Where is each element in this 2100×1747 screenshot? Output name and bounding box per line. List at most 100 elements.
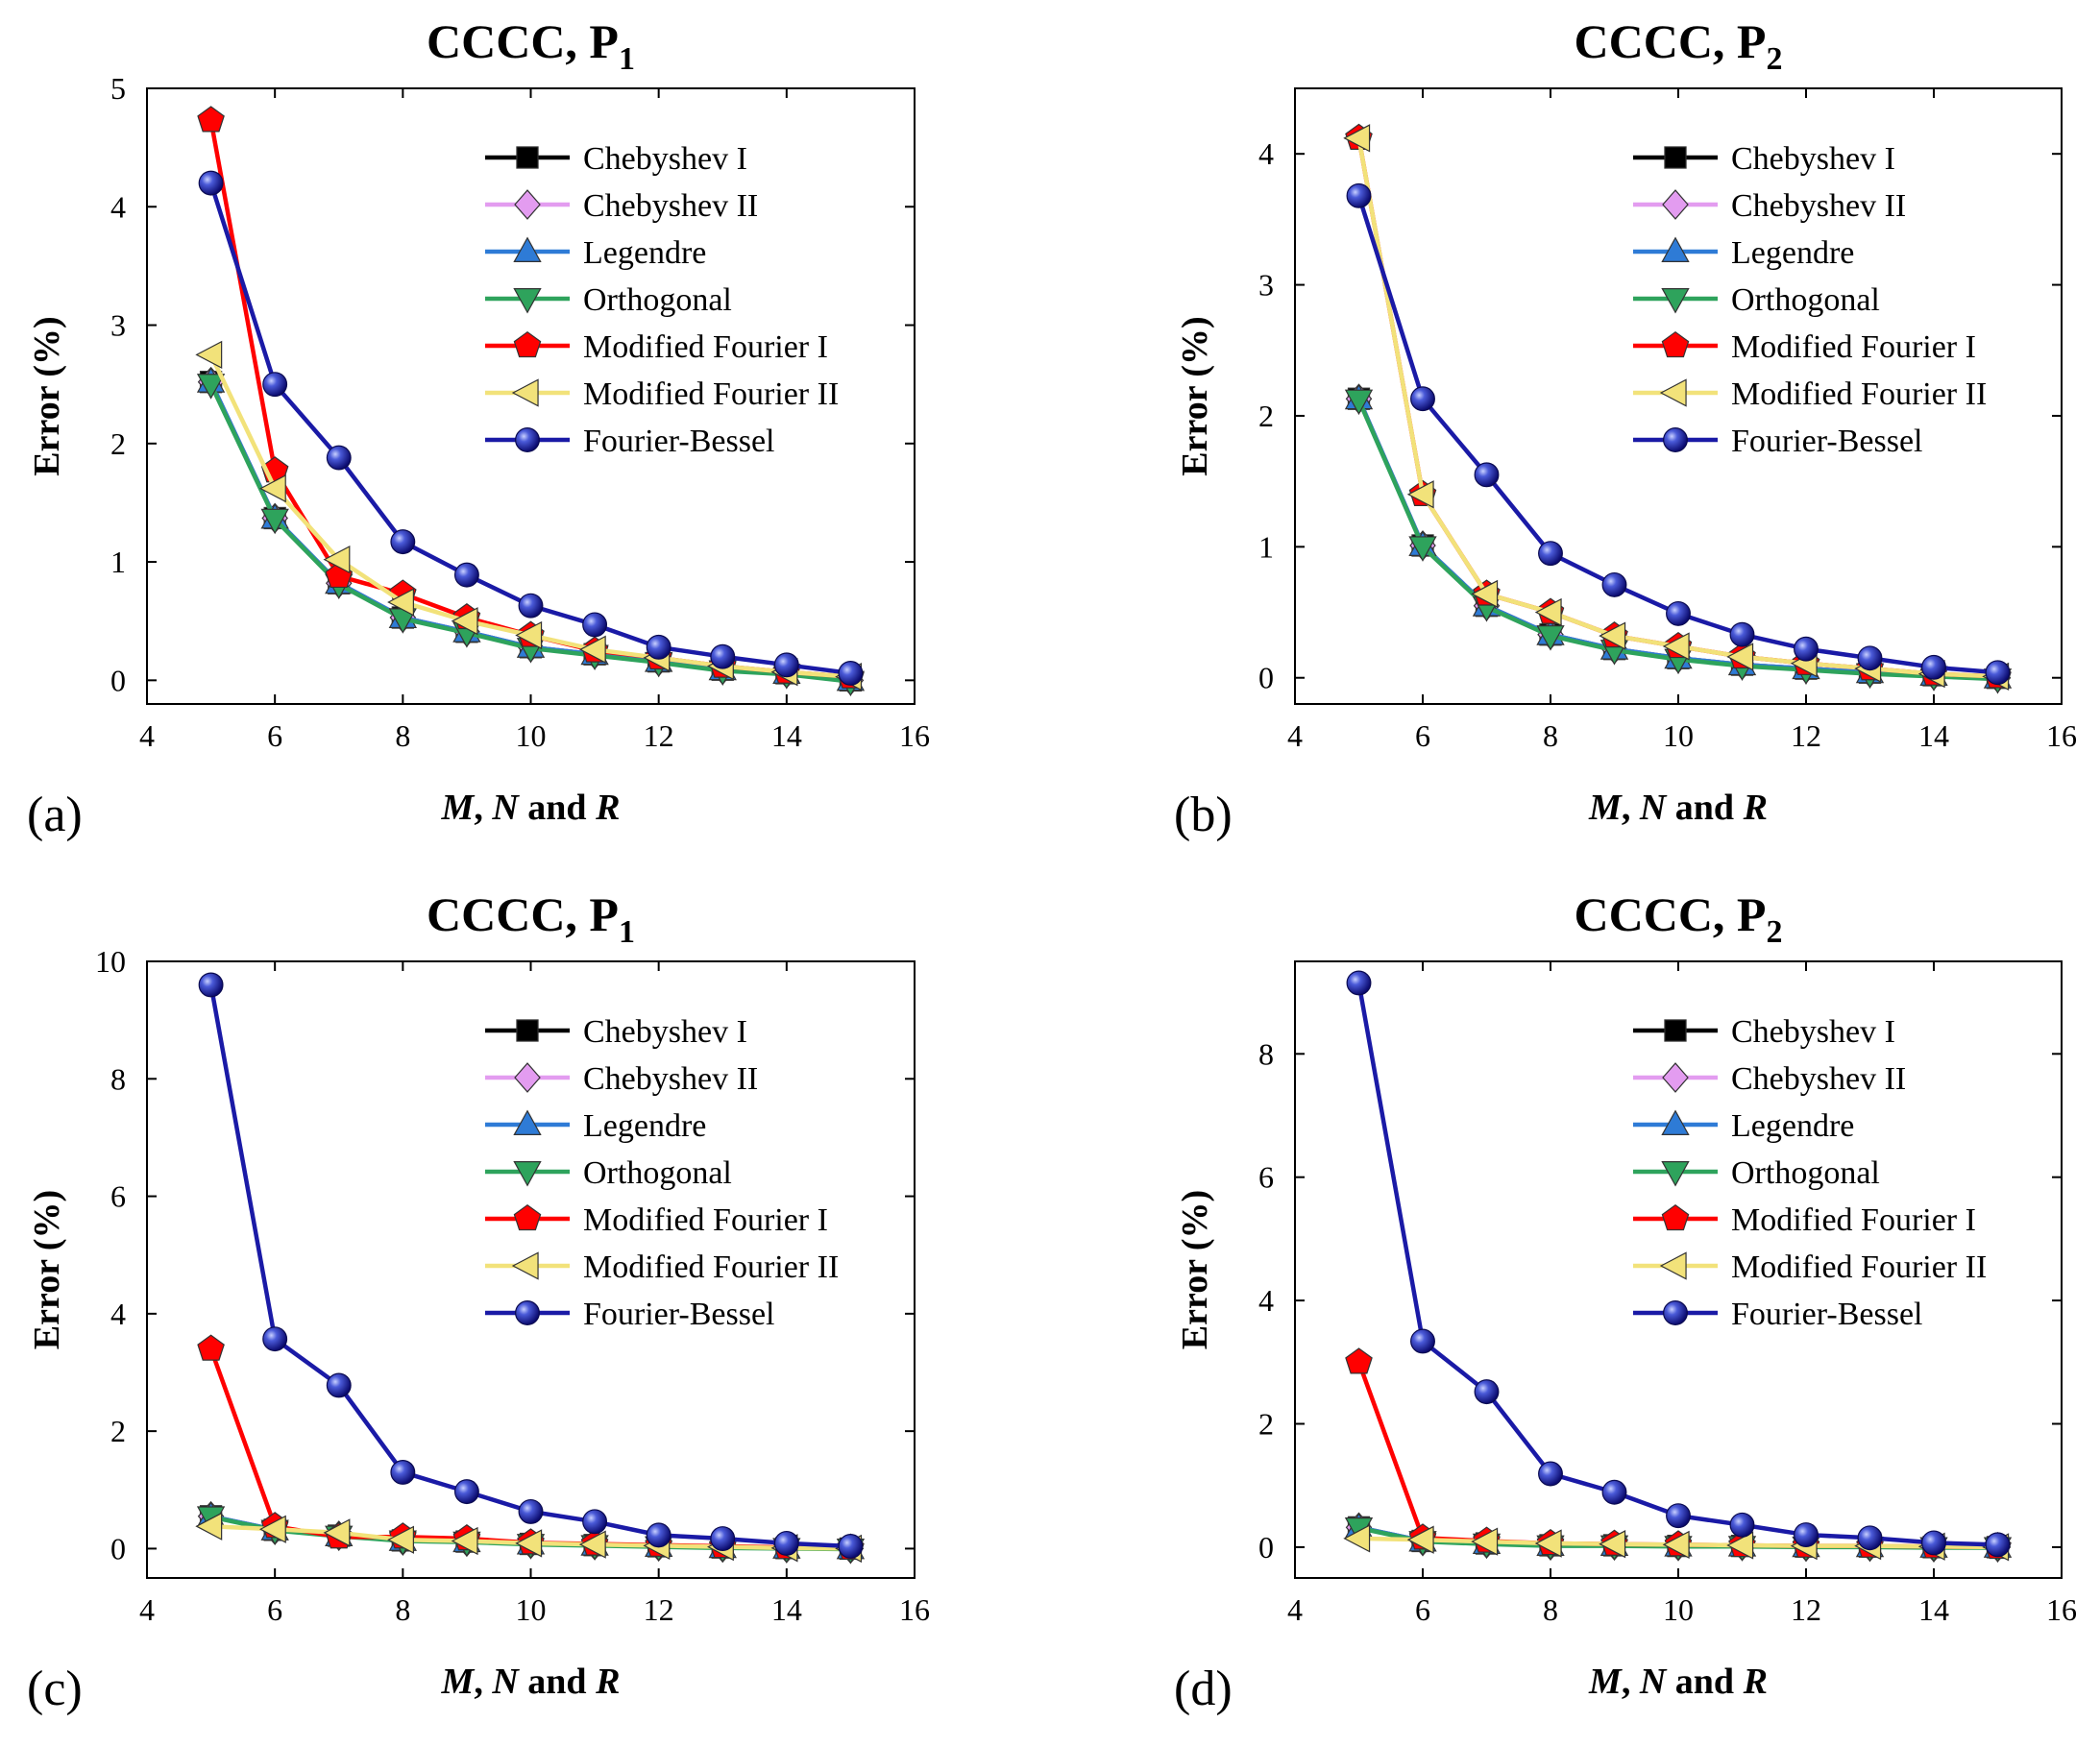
legend-marker (513, 1109, 542, 1136)
legend-marker (516, 146, 539, 169)
x-tick-label: 4 (139, 718, 155, 753)
data-point (387, 1525, 414, 1554)
data-point (453, 1479, 479, 1505)
y-axis: 0 1 2 3 4 5 (110, 71, 915, 697)
x-tick-label: 12 (644, 1592, 674, 1627)
legend-item-orthogonal: Orthogonal (1633, 1155, 1880, 1191)
x-axis: 4 6 8 10 12 14 16 (139, 961, 930, 1627)
y-tick-label: 0 (1258, 1530, 1274, 1565)
data-point (326, 445, 352, 471)
data-point (260, 508, 289, 535)
y-tick-label: 0 (1258, 661, 1274, 695)
legend: Chebyshev I Chebyshev II Legendre Orthogona… (485, 141, 839, 459)
x-tick-label: 8 (395, 718, 410, 753)
legend-item-chebyshev-i: Chebyshev I (1633, 1014, 1895, 1050)
y-axis-label: Error (%) (27, 1190, 67, 1349)
data-point (1666, 1503, 1691, 1529)
data-point (1538, 541, 1563, 567)
data-point (582, 612, 608, 638)
legend-item-legendre: Legendre (485, 1108, 706, 1144)
legend-marker (513, 1203, 542, 1231)
legend-label: Fourier-Bessel (583, 1297, 775, 1332)
data-point (710, 643, 736, 669)
x-axis-label-part: and (1666, 788, 1743, 828)
data-point (1471, 579, 1499, 609)
data-point (1474, 462, 1500, 488)
x-axis-label-part: N (1639, 1662, 1668, 1702)
data-point (710, 1526, 736, 1551)
chart-title-text: CCCC, P (1575, 14, 1767, 68)
data-point (1857, 645, 1883, 671)
x-tick-label: 16 (899, 718, 930, 753)
legend-marker (1662, 189, 1689, 220)
data-point (1408, 536, 1437, 562)
x-tick-label: 16 (899, 1592, 930, 1627)
x-tick-label: 6 (267, 718, 282, 753)
x-axis-label-part: R (595, 1662, 620, 1702)
chart-title-subscript: 2 (1766, 914, 1782, 950)
x-axis-label-part: N (491, 788, 520, 828)
legend: Chebyshev I Chebyshev II Legendre Orthogona… (1633, 141, 1987, 459)
legend-item-chebyshev-i: Chebyshev I (485, 141, 747, 177)
legend-item-modified-fourier-i: Modified Fourier I (1633, 1202, 1976, 1238)
legend-item-chebyshev-i: Chebyshev I (1633, 141, 1895, 177)
y-tick-label: 3 (110, 308, 126, 343)
y-tick-label: 4 (1258, 1283, 1274, 1318)
legend-label: Fourier-Bessel (1731, 424, 1923, 459)
legend-label: Orthogonal (583, 282, 732, 318)
x-tick-label: 10 (516, 1592, 547, 1627)
legend-item-legendre: Legendre (485, 235, 706, 271)
data-point (515, 1529, 543, 1558)
data-point (1536, 625, 1565, 651)
data-point (1534, 1529, 1562, 1558)
x-axis-label-part: , (1622, 788, 1640, 828)
x-axis: 4 6 8 10 12 14 16 (139, 88, 930, 753)
data-point (262, 1326, 288, 1352)
data-point (582, 1509, 608, 1535)
chart-title: CCCC, P2 (1575, 887, 1783, 950)
data-point (1662, 1530, 1690, 1559)
y-tick-label: 4 (1258, 136, 1274, 171)
legend-label: Modified Fourier I (583, 329, 828, 365)
y-tick-label: 10 (95, 944, 126, 979)
chart-title-subscript: 1 (619, 914, 635, 950)
data-point (1346, 182, 1372, 208)
data-point (196, 374, 226, 400)
data-point (773, 1530, 799, 1556)
legend-label: Fourier-Bessel (583, 424, 775, 459)
legend-item-chebyshev-i: Chebyshev I (485, 1014, 747, 1050)
x-axis-label-part: , (474, 1662, 492, 1702)
legend-marker (1663, 1300, 1688, 1325)
panel-letter: (a) (27, 788, 83, 842)
chart-title-text: CCCC, P (1575, 887, 1767, 941)
legend-marker (1659, 1251, 1687, 1280)
legend-marker (1664, 146, 1687, 169)
x-axis-label-part: M (1588, 1662, 1623, 1702)
x-tick-label: 8 (1543, 1592, 1558, 1627)
legend-item-modified-fourier-ii: Modified Fourier II (1633, 1250, 1987, 1285)
y-tick-label: 2 (110, 1414, 126, 1448)
x-tick-label: 4 (139, 1592, 155, 1627)
y-tick-label: 2 (1258, 1407, 1274, 1442)
data-point (578, 1530, 606, 1559)
data-point (262, 372, 288, 398)
legend-item-fourier-bessel: Fourier-Bessel (1633, 1297, 1923, 1332)
data-point (1343, 1524, 1371, 1553)
x-tick-label: 10 (1663, 718, 1694, 753)
data-point (773, 652, 799, 678)
x-axis-label: M, N and R (441, 1662, 621, 1702)
y-tick-label: 2 (110, 426, 126, 461)
legend-label: Modified Fourier II (583, 1250, 839, 1285)
data-point (1345, 1347, 1373, 1374)
data-point (1410, 386, 1435, 412)
x-tick-label: 14 (771, 718, 802, 753)
legend-marker (511, 378, 539, 407)
legend-item-modified-fourier-i: Modified Fourier I (485, 329, 828, 365)
chart-title-subscript: 1 (619, 41, 635, 77)
legend-item-chebyshev-ii: Chebyshev II (485, 188, 758, 224)
series-fourier-bessel (198, 972, 864, 1559)
legend-label: Modified Fourier II (583, 376, 839, 412)
panel-letter: (d) (1174, 1662, 1233, 1716)
legend-label: Chebyshev I (583, 141, 747, 177)
data-point (646, 634, 672, 660)
